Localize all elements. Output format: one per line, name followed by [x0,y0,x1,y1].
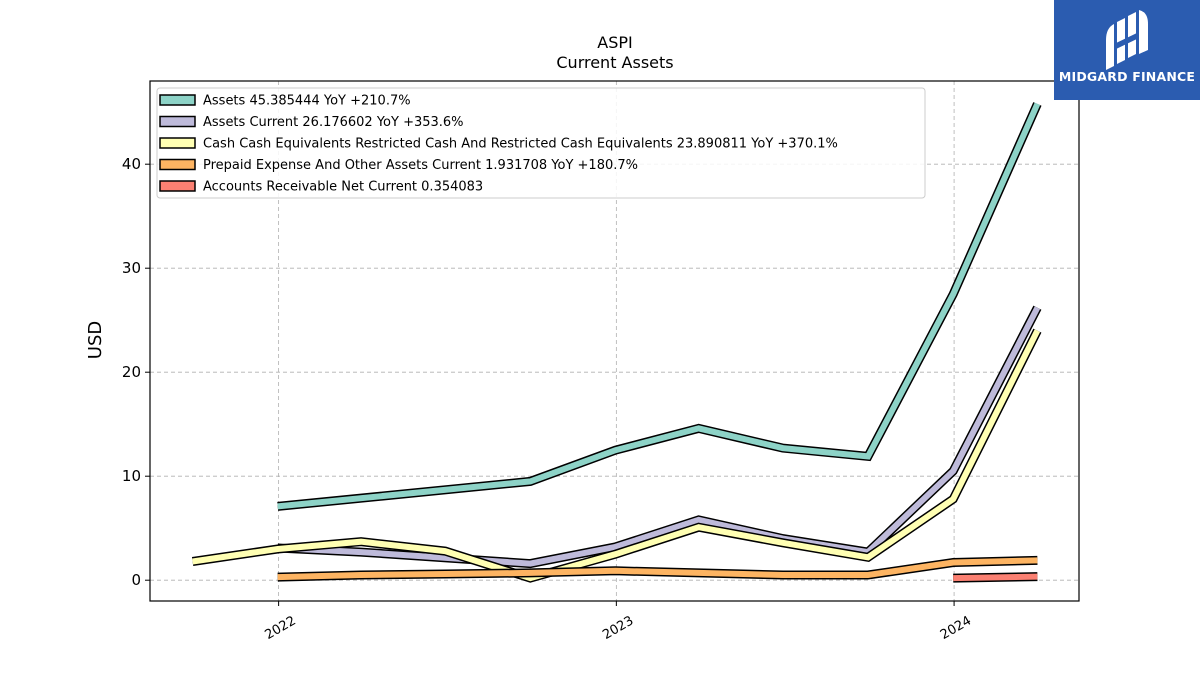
legend-entry: Assets Current 26.176602 YoY +353.6% [203,115,464,130]
y-tick-label: 10 [122,467,141,485]
legend-swatch [159,158,196,171]
legend-swatch [159,137,196,149]
series-line [277,102,1041,510]
y-tick-label: 40 [122,155,141,173]
series-line [192,329,1041,582]
midgard-finance-logo: MIDGARD FINANCE [1054,0,1200,100]
legend-entry: Accounts Receivable Net Current 0.354083 [203,180,483,195]
y-tick-label: 20 [122,363,141,381]
legend-swatch [159,115,196,128]
logo-brand-text: MIDGARD FINANCE [1058,69,1196,84]
x-tick-label: 2022 [262,613,298,643]
legend-swatch [159,180,196,192]
y-tick-label: 0 [131,571,141,589]
series-0 [277,102,1042,511]
chart-subtitle: Current Assets [556,53,673,72]
y-ticks: 0 10 20 30 40 [122,155,150,589]
series-lines [191,102,1042,583]
series-1 [277,305,1042,569]
x-ticks: 2022 2023 2024 [262,601,974,643]
x-tick-label: 2023 [600,613,636,643]
legend-box [156,87,926,199]
y-tick-label: 30 [122,259,141,277]
y-axis-label: USD [85,321,106,359]
legend-entry: Cash Cash Equivalents Restricted Cash An… [203,137,838,152]
series-2 [191,328,1042,583]
series-line [277,557,1038,581]
chart-title-group: ASPI Current Assets [556,33,673,72]
series-line [953,573,1038,582]
plot-frame [149,80,1080,602]
legend-entry: Prepaid Expense And Other Assets Current… [203,158,638,173]
series-line [277,306,1041,567]
x-tick-label: 2024 [938,613,974,643]
chart-title: ASPI [597,33,632,52]
legend-swatch [159,94,196,106]
series-3 [277,555,1038,582]
legend: Assets 45.385444 YoY +210.7% Assets Curre… [156,87,926,199]
midgard-logo-icon [1106,10,1148,70]
series-4 [953,572,1038,583]
legend-entry: Assets 45.385444 YoY +210.7% [203,94,411,109]
